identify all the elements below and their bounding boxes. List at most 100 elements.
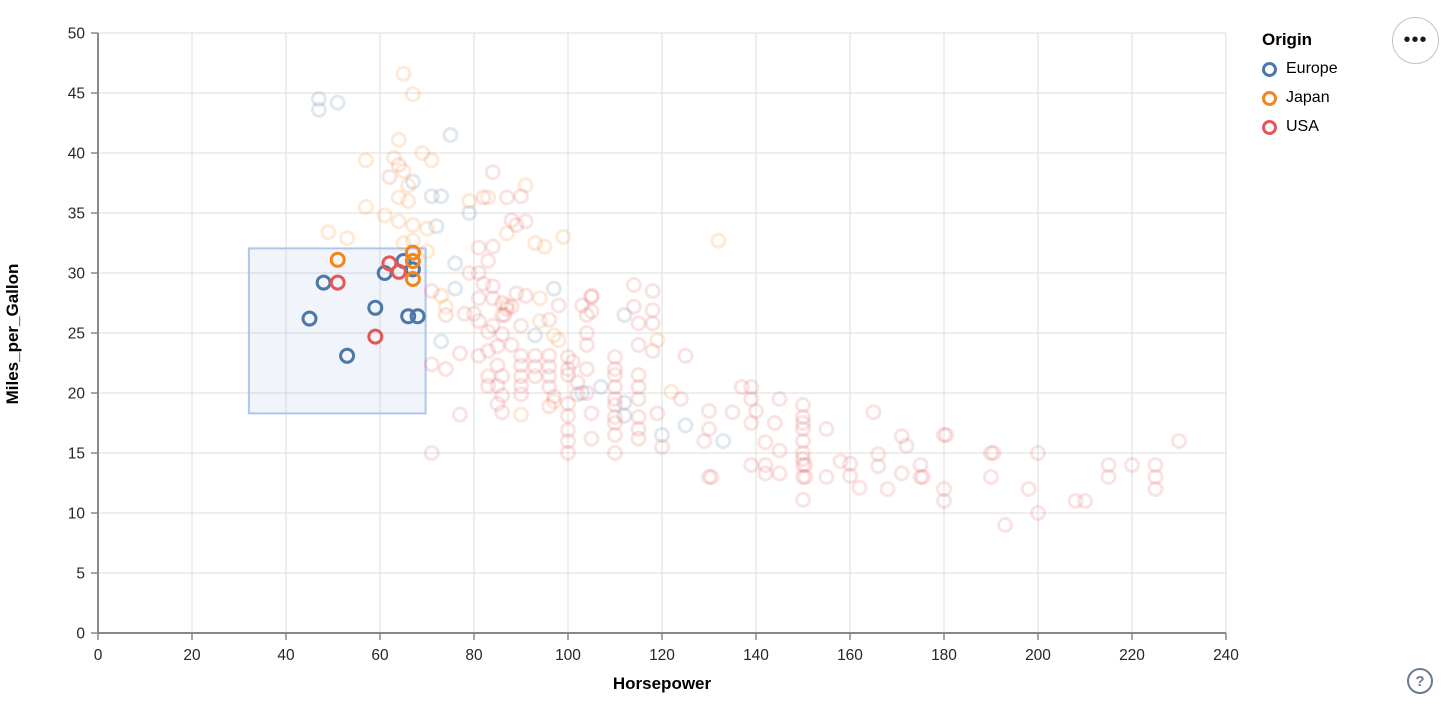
data-point-usa[interactable] — [466, 305, 482, 322]
data-point-usa[interactable] — [503, 212, 520, 229]
data-point-europe[interactable] — [545, 280, 562, 297]
data-point-japan[interactable] — [390, 131, 407, 148]
data-point-japan[interactable] — [404, 253, 421, 269]
data-point-usa[interactable] — [508, 285, 525, 302]
data-point-usa[interactable] — [795, 445, 811, 461]
data-point-japan[interactable] — [329, 251, 346, 268]
data-point-usa[interactable] — [936, 427, 952, 443]
data-point-usa[interactable] — [644, 302, 661, 319]
data-point-usa[interactable] — [983, 445, 999, 461]
data-point-japan[interactable] — [376, 207, 393, 224]
data-point-usa[interactable] — [560, 407, 576, 424]
data-point-usa[interactable] — [757, 434, 774, 451]
data-point-usa[interactable] — [484, 317, 501, 334]
data-point-japan[interactable] — [414, 145, 431, 161]
data-point-japan[interactable] — [404, 244, 421, 261]
data-point-usa[interactable] — [630, 315, 647, 332]
data-point-usa[interactable] — [423, 356, 440, 373]
data-point-usa[interactable] — [914, 469, 931, 485]
data-point-usa[interactable] — [630, 421, 647, 437]
data-point-europe[interactable] — [329, 94, 346, 111]
data-point-usa[interactable] — [484, 164, 501, 181]
data-point-usa[interactable] — [630, 379, 647, 395]
data-point-usa[interactable] — [870, 458, 887, 475]
data-point-usa[interactable] — [748, 403, 764, 419]
data-point-usa[interactable] — [513, 377, 529, 394]
data-point-usa[interactable] — [625, 277, 642, 293]
data-point-usa[interactable] — [733, 379, 750, 395]
data-point-japan[interactable] — [663, 383, 680, 400]
data-point-usa[interactable] — [607, 427, 623, 443]
data-point-usa[interactable] — [517, 287, 534, 304]
data-point-usa[interactable] — [451, 345, 468, 362]
data-point-japan[interactable] — [400, 177, 417, 194]
data-point-usa[interactable] — [893, 428, 910, 445]
data-point-japan[interactable] — [395, 235, 412, 251]
data-point-usa[interactable] — [1067, 493, 1084, 509]
data-point-usa[interactable] — [560, 367, 576, 383]
data-point-usa[interactable] — [1171, 433, 1187, 449]
data-point-usa[interactable] — [757, 457, 774, 473]
data-point-japan[interactable] — [536, 238, 553, 255]
data-point-europe[interactable] — [447, 280, 464, 297]
data-point-usa[interactable] — [1020, 481, 1037, 497]
data-point-japan[interactable] — [461, 193, 478, 209]
data-point-usa[interactable] — [494, 307, 511, 323]
data-point-usa[interactable] — [508, 217, 525, 233]
data-point-usa[interactable] — [578, 337, 595, 353]
data-point-usa[interactable] — [494, 387, 511, 404]
data-point-europe[interactable] — [616, 307, 633, 323]
data-point-usa[interactable] — [842, 455, 858, 472]
data-point-usa[interactable] — [513, 317, 529, 334]
data-point-usa[interactable] — [898, 437, 915, 454]
data-point-europe[interactable] — [592, 379, 609, 395]
data-point-usa[interactable] — [437, 307, 454, 323]
data-point-usa[interactable] — [513, 188, 529, 205]
data-point-usa[interactable] — [851, 479, 868, 496]
data-point-japan[interactable] — [480, 189, 497, 206]
data-point-japan[interactable] — [649, 332, 666, 349]
data-point-usa[interactable] — [578, 325, 595, 341]
data-point-usa[interactable] — [489, 395, 506, 412]
data-point-usa[interactable] — [1147, 481, 1164, 497]
data-point-usa[interactable] — [696, 433, 713, 449]
data-point-europe[interactable] — [339, 347, 356, 364]
data-point-usa[interactable] — [498, 301, 515, 317]
data-point-usa[interactable] — [480, 343, 497, 359]
data-point-usa[interactable] — [517, 213, 534, 230]
help-button[interactable]: ? — [1407, 668, 1433, 694]
data-point-usa[interactable] — [1077, 493, 1093, 509]
data-point-japan[interactable] — [404, 86, 421, 103]
data-point-usa[interactable] — [743, 391, 760, 407]
data-point-europe[interactable] — [310, 91, 327, 107]
data-point-usa[interactable] — [607, 349, 623, 365]
data-point-usa[interactable] — [757, 465, 774, 482]
data-point-usa[interactable] — [743, 457, 760, 473]
data-point-usa[interactable] — [771, 391, 788, 407]
data-point-usa[interactable] — [494, 368, 511, 385]
data-point-japan[interactable] — [531, 290, 548, 307]
data-point-usa[interactable] — [724, 404, 741, 421]
data-point-usa[interactable] — [527, 368, 544, 385]
data-point-usa[interactable] — [644, 283, 661, 299]
data-point-usa[interactable] — [936, 493, 952, 509]
data-point-europe[interactable] — [433, 188, 450, 205]
data-point-japan[interactable] — [423, 152, 440, 169]
data-point-usa[interactable] — [630, 391, 647, 407]
data-point-usa[interactable] — [997, 517, 1014, 533]
data-point-usa[interactable] — [607, 367, 623, 383]
data-point-japan[interactable] — [390, 189, 407, 206]
data-point-usa[interactable] — [560, 361, 576, 377]
data-point-usa[interactable] — [560, 445, 576, 461]
data-point-japan[interactable] — [498, 225, 515, 242]
data-point-usa[interactable] — [560, 349, 576, 365]
data-point-europe[interactable] — [574, 385, 591, 401]
data-point-europe[interactable] — [616, 407, 633, 424]
data-point-usa[interactable] — [1100, 469, 1117, 485]
data-point-usa[interactable] — [912, 469, 929, 485]
data-point-usa[interactable] — [1124, 457, 1140, 473]
data-point-usa[interactable] — [743, 379, 760, 395]
data-point-usa[interactable] — [912, 457, 929, 473]
data-point-japan[interactable] — [545, 327, 562, 344]
data-point-usa[interactable] — [381, 169, 398, 185]
